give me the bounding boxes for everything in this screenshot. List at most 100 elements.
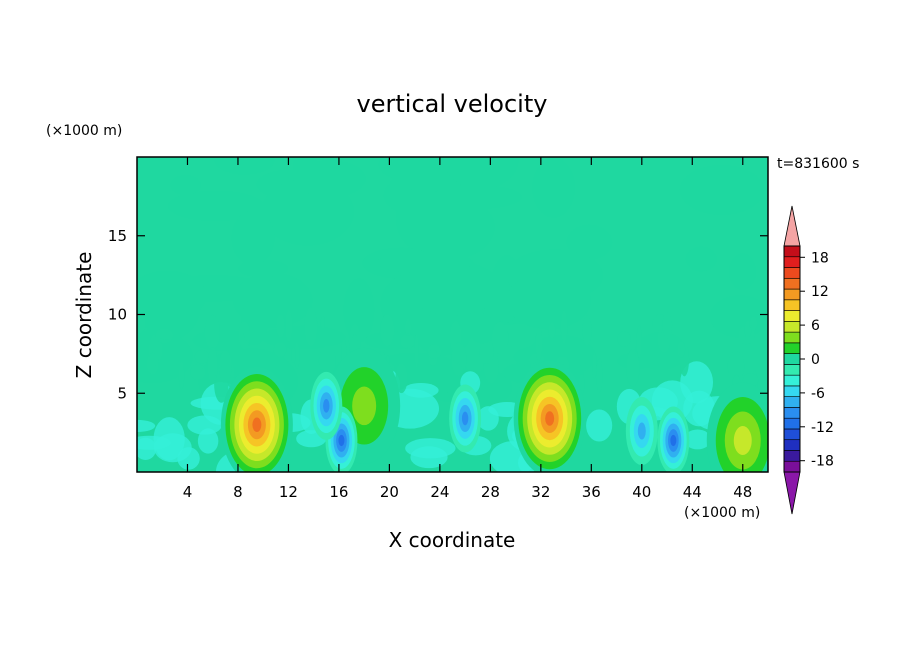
colorbar-segment (783, 374, 801, 387)
field-patch (376, 251, 473, 274)
field-patch (290, 347, 296, 363)
field-patch (168, 190, 264, 221)
field-patch (617, 331, 631, 347)
field-patch (197, 428, 219, 454)
field-patch (146, 352, 159, 375)
field-patch (662, 312, 673, 339)
field-patch (231, 210, 275, 266)
field-patch (261, 325, 346, 349)
field-patch (395, 363, 408, 394)
field-patch (170, 175, 202, 195)
field-patch (532, 158, 575, 218)
field-patch (744, 320, 752, 338)
colorbar-tick-label: 6 (811, 318, 820, 334)
colorbar-segment (783, 439, 801, 451)
field-patch (582, 315, 592, 346)
colorbar-segment (783, 267, 801, 279)
field-patch (729, 253, 756, 290)
field-patch (548, 322, 556, 339)
field-patch (138, 272, 201, 340)
field-patch (320, 316, 325, 329)
contour-level (323, 399, 330, 413)
colorbar-tick-label: 12 (811, 284, 829, 300)
chart-title: vertical velocity (357, 90, 548, 118)
x-tick-label: 36 (582, 483, 601, 501)
colorbar-segment (783, 460, 801, 473)
field-patch (190, 364, 206, 380)
x-tick-label: 20 (380, 483, 399, 501)
field-patch (443, 157, 519, 189)
y-axis-label: Z coordinate (72, 252, 96, 379)
colorbar-segment (783, 277, 801, 290)
field-patch (204, 314, 221, 350)
x-axis-label: X coordinate (389, 528, 516, 552)
field-patch (586, 409, 613, 442)
colorbar-segment (783, 428, 801, 441)
contour-field (137, 157, 768, 472)
field-patch (137, 419, 156, 433)
y-unit-label: (×1000 m) (46, 123, 122, 139)
field-features (220, 347, 768, 472)
x-ticks: 4 8 12 16 20 24 28 32 36 40 44 48 (183, 157, 752, 501)
field-patch (479, 341, 495, 364)
y-tick-label: 15 (108, 227, 127, 245)
field-patch (635, 332, 687, 370)
x-tick-label: 8 (233, 483, 243, 501)
colorbar-segment (783, 385, 801, 397)
x-tick-label: 4 (183, 483, 193, 501)
field-patch (727, 350, 745, 382)
x-tick-label: 16 (329, 483, 348, 501)
field-patch (380, 314, 395, 347)
field-patch (685, 246, 717, 272)
field-patch (596, 357, 603, 393)
field-patch (566, 224, 613, 260)
field-patch (275, 314, 285, 338)
x-tick-label: 48 (733, 483, 752, 501)
colorbar-under-triangle (783, 471, 801, 515)
field-patch (294, 342, 300, 369)
field-patch (451, 342, 467, 377)
colorbar-segment (783, 364, 801, 376)
colorbar-segment (783, 353, 801, 365)
contour-level (352, 386, 377, 426)
field-patch (684, 429, 711, 450)
contour-level (733, 426, 752, 455)
contour-level (545, 411, 555, 426)
field-patch (194, 349, 210, 364)
field-patch (304, 307, 318, 347)
field-patch (535, 327, 543, 362)
field-patch (400, 334, 415, 349)
field-patch (238, 320, 251, 350)
field-patch (218, 350, 232, 383)
x-tick-label: 32 (531, 483, 550, 501)
field-patch (626, 348, 640, 387)
field-patch (207, 347, 218, 385)
field-patch (177, 447, 200, 470)
field-patch (187, 415, 222, 435)
field-patch (214, 157, 275, 175)
colorbar-tick-label: -18 (811, 454, 834, 470)
colorbar-segment (783, 299, 801, 311)
field-patch (683, 390, 715, 427)
field-patch (679, 165, 764, 215)
contour-level (252, 417, 262, 432)
field-patch (137, 314, 146, 334)
x-tick-label: 40 (632, 483, 651, 501)
colorbar-segment (783, 396, 801, 408)
contour-level (637, 422, 646, 440)
colorbar-segment (783, 310, 801, 322)
field-patch (155, 328, 174, 344)
field-patch (677, 341, 686, 358)
time-label: t=831600 s (777, 156, 859, 172)
colorbar-tick-label: 0 (811, 352, 820, 368)
field-patch (506, 272, 591, 330)
field-patch (592, 352, 597, 379)
field-patch (651, 380, 693, 422)
colorbar-segment (783, 407, 801, 419)
colorbar-segment (783, 450, 801, 462)
colorbar-segment (783, 321, 801, 333)
field-patch (406, 261, 502, 316)
colorbar-tick-label: -6 (811, 386, 825, 402)
colorbar-segment (783, 417, 801, 430)
